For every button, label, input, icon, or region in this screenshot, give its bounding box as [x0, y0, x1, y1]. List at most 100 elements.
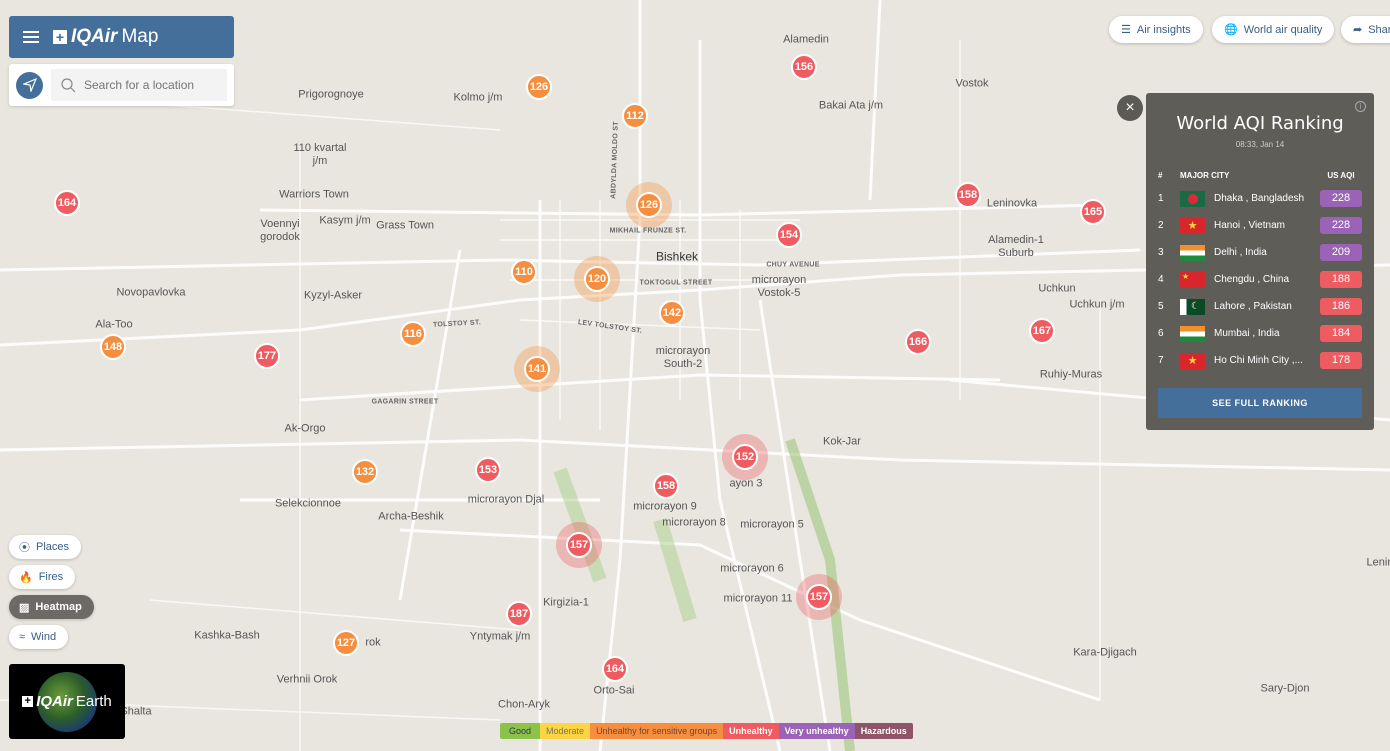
share-icon: ➦ — [1353, 24, 1363, 36]
list-icon: ☰ — [1121, 24, 1131, 36]
aqi-badge: 188 — [1320, 271, 1362, 288]
aqi-marker[interactable]: 157 — [566, 532, 592, 558]
aqi-marker[interactable]: 112 — [622, 103, 648, 129]
ranking-row[interactable]: 1 Dhaka , Bangladesh 228 — [1158, 185, 1362, 212]
iqair-earth-link[interactable]: + IQAir Earth — [9, 664, 125, 739]
aqi-marker[interactable]: 116 — [400, 321, 426, 347]
place-label: Voennyi gorodok — [260, 218, 300, 243]
aqi-marker[interactable]: 126 — [636, 192, 662, 218]
place-label: Prigorognoye — [298, 88, 364, 101]
aqi-marker[interactable]: 157 — [806, 584, 832, 610]
aqi-marker[interactable]: 177 — [254, 343, 280, 369]
aqi-marker[interactable]: 110 — [511, 259, 537, 285]
legend-moderate: Moderate — [540, 723, 591, 739]
layer-places-toggle[interactable]: ⦿ Places — [9, 535, 82, 559]
rank-number: 2 — [1158, 220, 1164, 231]
place-label: microrayon 11 — [723, 592, 793, 605]
aqi-badge: 186 — [1320, 298, 1362, 315]
rank-number: 4 — [1158, 274, 1164, 285]
aqi-marker[interactable]: 132 — [352, 459, 378, 485]
legend-unhealthy: Unhealthy — [723, 723, 779, 739]
place-label: Bakai Ata j/m — [818, 99, 884, 112]
layer-heatmap-toggle[interactable]: ▨ Heatmap — [9, 595, 94, 619]
place-label: Ruhiy-Muras — [1039, 368, 1103, 381]
aqi-marker[interactable]: 187 — [506, 601, 532, 627]
ranking-timestamp: 08:33, Jan 14 — [1235, 140, 1285, 149]
rank-number: 1 — [1158, 193, 1164, 204]
search-icon — [61, 77, 76, 92]
aqi-marker[interactable]: 158 — [955, 182, 981, 208]
aqi-marker[interactable]: 165 — [1080, 199, 1106, 225]
aqi-marker[interactable]: 164 — [602, 656, 628, 682]
aqi-marker[interactable]: 164 — [54, 190, 80, 216]
aqi-marker[interactable]: 153 — [475, 457, 501, 483]
street-label: MIKHAIL FRUNZE ST. — [609, 227, 687, 235]
air-insights-button[interactable]: ☰ Air insights — [1109, 16, 1203, 43]
ranking-row[interactable]: 7 ★ Ho Chi Minh City ,... 178 — [1158, 347, 1362, 374]
place-label: 110 kvartal j/m — [293, 142, 347, 167]
aqi-legend: Good Moderate Unhealthy for sensitive gr… — [500, 723, 913, 739]
place-label: Kyzyl-Asker — [303, 289, 363, 302]
info-icon[interactable]: i — [1355, 101, 1366, 112]
aqi-marker[interactable]: 127 — [333, 630, 359, 656]
china-flag-icon: ★ — [1180, 271, 1205, 288]
place-label: microrayon 6 — [720, 562, 784, 575]
india-flag-icon — [1180, 325, 1205, 342]
place-label: microrayon South-2 — [655, 345, 711, 370]
place-label: rok — [365, 636, 381, 649]
aqi-marker[interactable]: 158 — [653, 473, 679, 499]
aqi-marker[interactable]: 120 — [584, 266, 610, 292]
aqi-badge: 209 — [1320, 244, 1362, 261]
globe-icon: 🌐 — [1224, 24, 1238, 36]
rank-number: 6 — [1158, 328, 1164, 339]
place-label: Kok-Jar — [823, 435, 861, 448]
aqi-marker[interactable]: 148 — [100, 334, 126, 360]
layer-fires-toggle[interactable]: 🔥 Fires — [9, 565, 76, 589]
aqi-marker[interactable]: 167 — [1029, 318, 1055, 344]
pakistan-flag-icon: ☾ — [1180, 298, 1205, 315]
place-label: Kara-Djigach — [1073, 646, 1137, 659]
search-panel — [9, 64, 234, 106]
ranking-row[interactable]: 3 Delhi , India 209 — [1158, 239, 1362, 266]
aqi-marker[interactable]: 142 — [659, 300, 685, 326]
place-label: Sary-Djon — [1260, 682, 1310, 695]
aqi-badge: 228 — [1320, 217, 1362, 234]
place-label: microrayon Djal — [467, 493, 545, 506]
aqi-marker[interactable]: 154 — [776, 222, 802, 248]
ranking-title: World AQI Ranking — [1176, 113, 1344, 134]
ranking-row[interactable]: 5 ☾ Lahore , Pakistan 186 — [1158, 293, 1362, 320]
iqair-logo[interactable]: + IQAir Map — [53, 26, 158, 48]
see-full-ranking-button[interactable]: SEE FULL RANKING — [1158, 388, 1362, 418]
heatmap-icon: ▨ — [19, 601, 30, 614]
locate-button[interactable] — [16, 71, 43, 99]
aqi-marker[interactable]: 141 — [524, 356, 550, 382]
ranking-row[interactable]: 2 ★ Hanoi , Vietnam 228 — [1158, 212, 1362, 239]
layer-wind-toggle[interactable]: ≈ Wind — [9, 625, 69, 649]
aqi-marker[interactable]: 152 — [732, 444, 758, 470]
place-label: Leninovka — [986, 197, 1038, 210]
search-field[interactable] — [51, 69, 227, 101]
place-label: Kasym j/m — [319, 214, 371, 227]
rank-number: 3 — [1158, 247, 1164, 258]
fire-icon: 🔥 — [19, 571, 33, 584]
city-name: Delhi , India — [1214, 247, 1267, 258]
place-label: Ala-Too — [95, 318, 133, 331]
ranking-row[interactable]: 6 Mumbai , India 184 — [1158, 320, 1362, 347]
street-label: GAGARIN STREET — [371, 398, 439, 406]
ranking-row[interactable]: 4 ★ Chengdu , China 188 — [1158, 266, 1362, 293]
search-input[interactable] — [84, 78, 224, 92]
app-header: + IQAir Map — [9, 16, 234, 58]
place-label: Kashka-Bash — [194, 629, 260, 642]
place-label: Yntymak j/m — [469, 630, 531, 643]
street-label: ABDYLDA MOLDO ST — [610, 121, 620, 199]
india-flag-icon — [1180, 244, 1205, 261]
globe-image — [37, 672, 97, 732]
aqi-marker[interactable]: 126 — [526, 74, 552, 100]
close-ranking-button[interactable]: × — [1117, 95, 1143, 121]
aqi-marker[interactable]: 166 — [905, 329, 931, 355]
aqi-marker[interactable]: 156 — [791, 54, 817, 80]
share-button[interactable]: ➦Share — [1341, 16, 1390, 43]
menu-icon[interactable] — [23, 31, 39, 43]
world-air-quality-button[interactable]: 🌐 World air quality — [1212, 16, 1335, 43]
ranking-header: # MAJOR CITY US AQI — [1158, 170, 1355, 180]
